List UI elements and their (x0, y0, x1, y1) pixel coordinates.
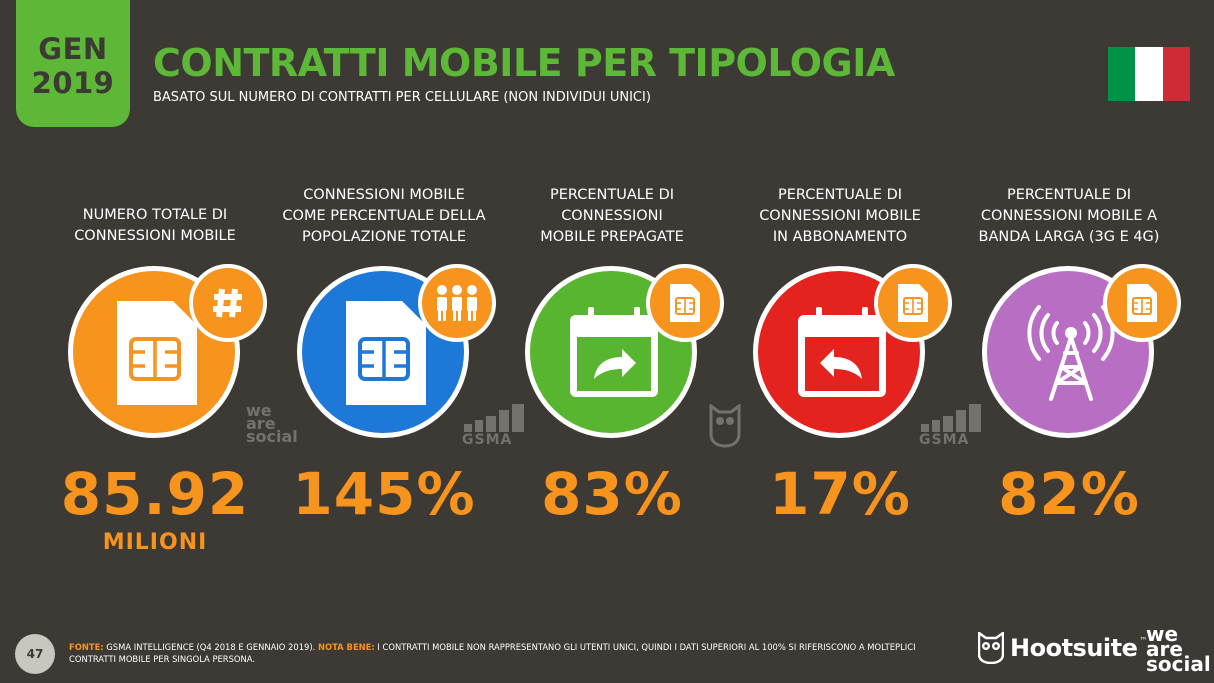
stat-label: CONNESSIONI MOBILE COME PERCENTUALE DELL… (282, 187, 486, 245)
sim-badge (874, 264, 952, 342)
stat-value: 17% (769, 460, 911, 528)
sim-card-icon (346, 301, 426, 405)
sim-badge (1103, 264, 1181, 342)
date-month: GEN (38, 31, 108, 66)
people-badge (418, 264, 496, 342)
signal-bars-icon (921, 404, 981, 432)
stat-label: PERCENTUALE DI CONNESSIONI MOBILE IN ABB… (759, 187, 921, 245)
owl-watermark-icon (709, 404, 741, 448)
sim-card-icon (1127, 284, 1157, 322)
stat-label: PERCENTUALE DI CONNESSIONI MOBILE PREPAG… (540, 187, 684, 245)
signal-bars-icon (464, 404, 524, 432)
page-number: 47 (15, 634, 55, 674)
we-are-social-logo: we are social (1146, 622, 1211, 676)
flag-stripe-green (1108, 47, 1136, 101)
stat-label: PERCENTUALE DI CONNESSIONI MOBILE A BAND… (978, 187, 1160, 245)
page-title: CONTRATTI MOBILE PER TIPOLOGIA (153, 41, 895, 85)
italy-flag-icon (1108, 47, 1190, 101)
stat-unit: MILIONI (102, 530, 208, 555)
stat-value: 85.92 (60, 460, 250, 528)
stat-circle (753, 266, 925, 438)
hash-icon (213, 288, 242, 318)
owl-icon (978, 632, 1004, 664)
gsma-watermark-2: GSMA (919, 404, 981, 448)
sim-card-icon (117, 301, 197, 405)
stat-value: 145% (292, 460, 476, 528)
stat-value: 82% (998, 460, 1140, 528)
sim-card-icon (670, 284, 700, 322)
sim-badge (646, 264, 724, 342)
hootsuite-logo: Hootsuite ™ (978, 632, 1147, 664)
calendar-back-icon (798, 307, 886, 397)
antenna-icon (1027, 305, 1115, 401)
stat-label: NUMERO TOTALE DI CONNESSIONI MOBILE (74, 207, 236, 244)
we-are-social-watermark: we are social (246, 401, 298, 446)
date-year: 2019 (31, 65, 115, 100)
stat-value: 83% (541, 460, 683, 528)
calendar-forward-icon (570, 307, 658, 397)
flag-stripe-red (1162, 47, 1190, 101)
page-subtitle: BASATO SUL NUMERO DI CONTRATTI PER CELLU… (153, 90, 651, 105)
hash-badge (189, 264, 267, 342)
gsma-watermark-1: GSMA (462, 404, 524, 448)
people-icon (437, 285, 477, 321)
flag-stripe-white (1135, 47, 1163, 101)
date-badge: GEN 2019 (16, 0, 130, 127)
sim-card-icon (898, 284, 928, 322)
footer-source: FONTE: GSMA INTELLIGENCE (Q4 2018 E GENN… (69, 642, 916, 664)
